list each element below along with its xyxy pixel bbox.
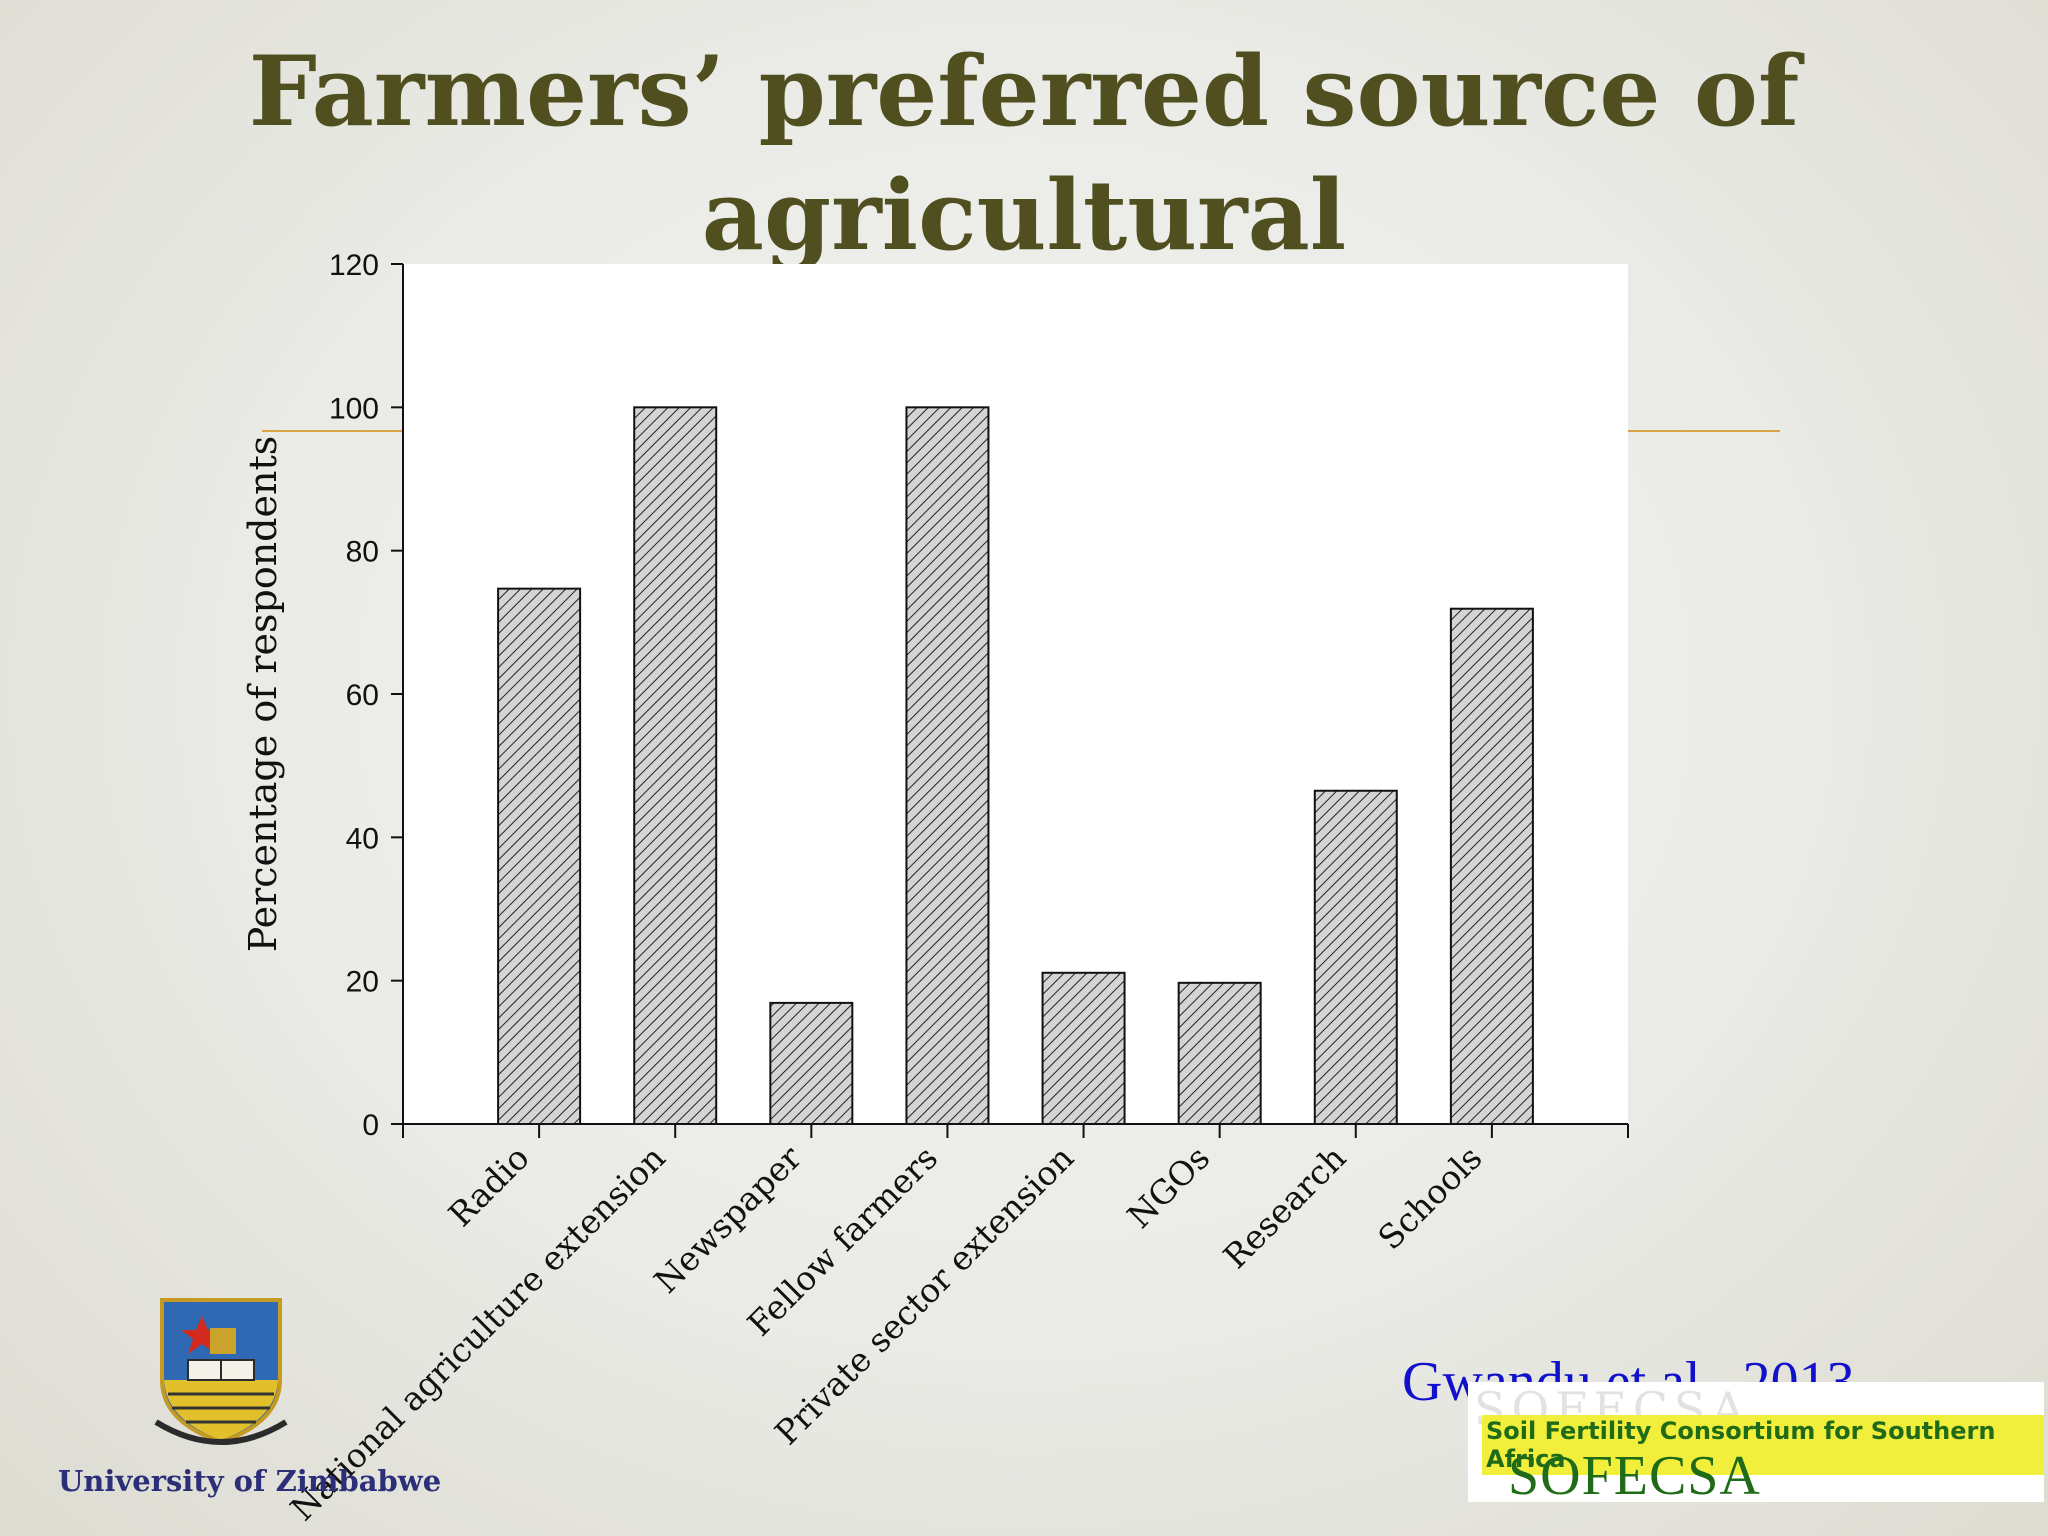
- slide-title-line-1: Farmers’ preferred source of agricultura…: [248, 35, 1800, 272]
- bar-5: [1177, 981, 1262, 1125]
- accent-line-right: [1628, 430, 1780, 432]
- x-tick-label-5: NGOs: [1120, 1138, 1218, 1236]
- bar-0: [497, 587, 582, 1125]
- bar-2: [769, 1001, 854, 1126]
- sofecsa-name: SOFECSA: [1508, 1445, 1761, 1507]
- y-tick-label-1: 20: [346, 966, 379, 999]
- y-tick-label-2: 40: [346, 822, 379, 855]
- y-tick-label-5: 100: [329, 392, 379, 425]
- bars-group: [497, 406, 1534, 1126]
- bar-1: [633, 406, 718, 1126]
- bar-6: [1313, 789, 1398, 1125]
- sofecsa-tagline: Soil Fertility Consortium for Southern A…: [1482, 1415, 2044, 1475]
- university-crest-icon: [154, 1298, 288, 1445]
- plot-area: [403, 264, 1628, 1124]
- bar-7: [1449, 607, 1534, 1125]
- sofecsa-logo: SOFECSA Soil Fertility Consortium for So…: [1468, 1382, 2044, 1507]
- y-tick-label-6: 120: [329, 249, 379, 282]
- accent-line-left: [262, 430, 408, 432]
- x-tick-label-0: Radio: [441, 1138, 537, 1234]
- x-tick-label-7: Schools: [1370, 1138, 1489, 1257]
- y-axis-label: Percentage of respondents: [241, 436, 285, 953]
- bar-4: [1041, 971, 1126, 1125]
- university-name: University of Zimbabwe: [58, 1464, 442, 1498]
- bar-3: [905, 406, 990, 1126]
- y-tick-label-3: 60: [346, 679, 379, 712]
- x-tick-label-6: Research: [1216, 1138, 1354, 1276]
- y-tick-label-0: 0: [362, 1109, 379, 1142]
- y-tick-label-4: 80: [346, 536, 379, 569]
